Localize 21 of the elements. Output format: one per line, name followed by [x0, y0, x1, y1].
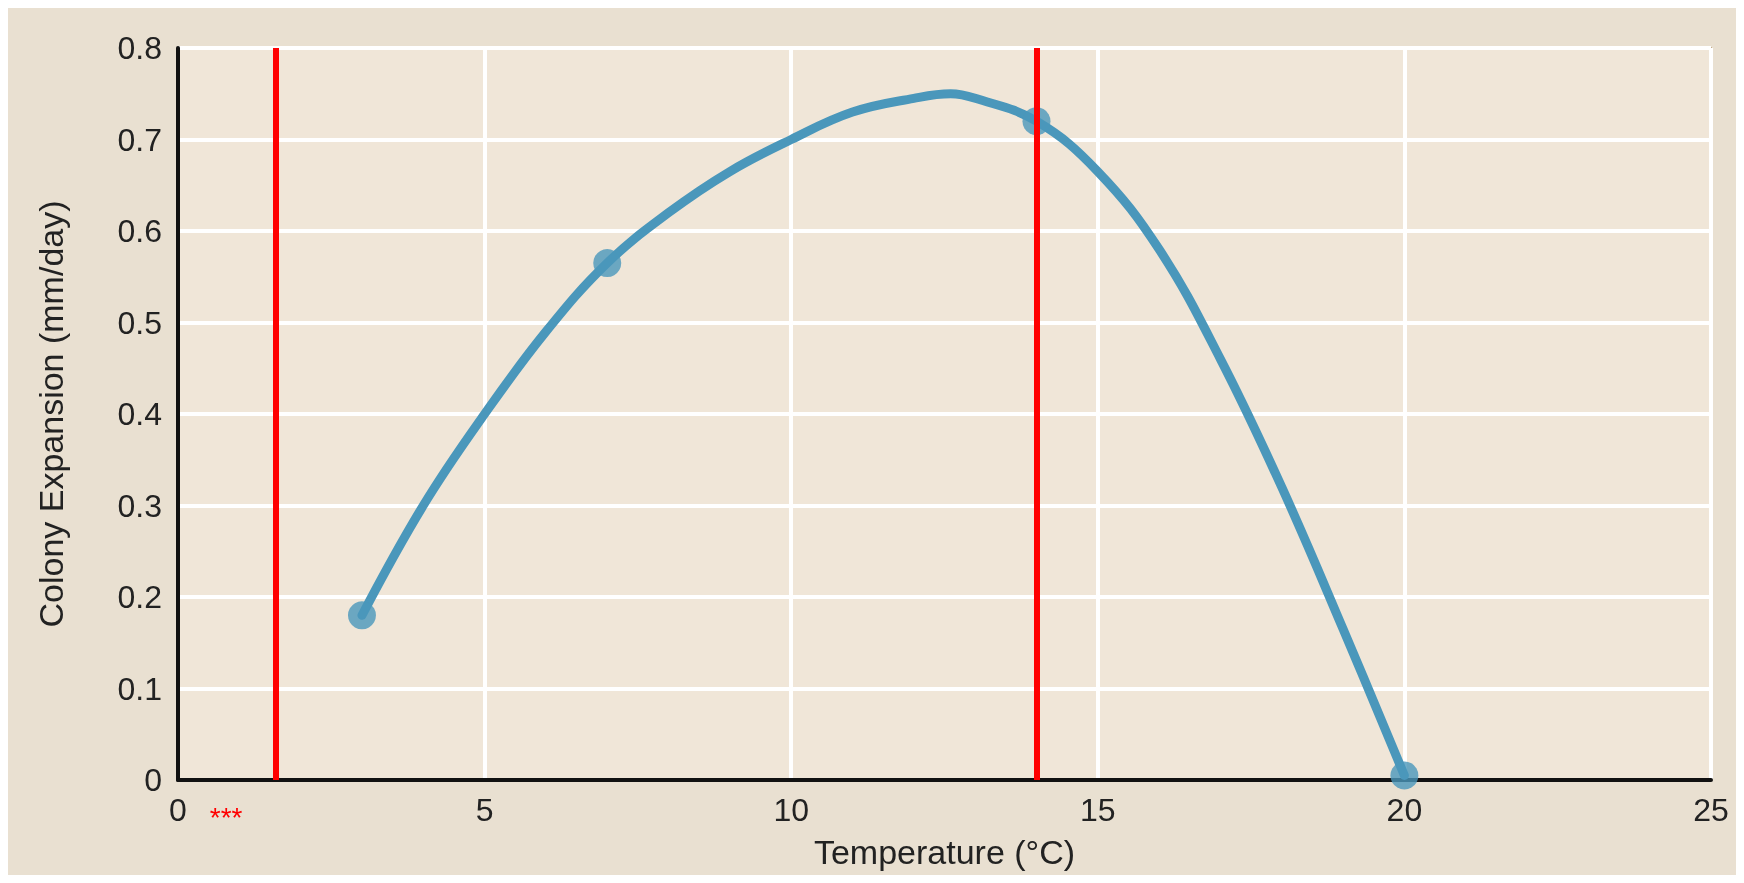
x-tick-label: 5: [475, 792, 494, 828]
y-tick-label: 0.6: [117, 213, 162, 249]
y-tick-label: 0: [144, 762, 162, 798]
y-tick-label: 0.4: [117, 396, 162, 432]
x-tick-label: 10: [773, 792, 809, 828]
point: [593, 249, 622, 278]
x-tick-label: 25: [1693, 792, 1729, 828]
x-axis-title: Temperature (°C): [813, 833, 1076, 871]
y-tick-label: 0.3: [117, 487, 162, 524]
x-tick-label: 0: [169, 792, 187, 828]
point: [1390, 761, 1419, 790]
x-tick-label: 15: [1080, 792, 1116, 828]
y-tick-label: 0.1: [117, 670, 162, 707]
y-tick-label: 0.2: [117, 579, 162, 615]
ref-line-label: ***: [209, 801, 243, 833]
y-tick-label: 0.8: [117, 30, 162, 66]
y-axis-title: Colony Expansion (mm/day): [32, 200, 70, 628]
y-tick-label: 0.7: [117, 121, 162, 158]
point: [347, 601, 376, 630]
y-tick-label: 0.5: [117, 304, 162, 341]
x-tick-label: 20: [1386, 792, 1423, 828]
